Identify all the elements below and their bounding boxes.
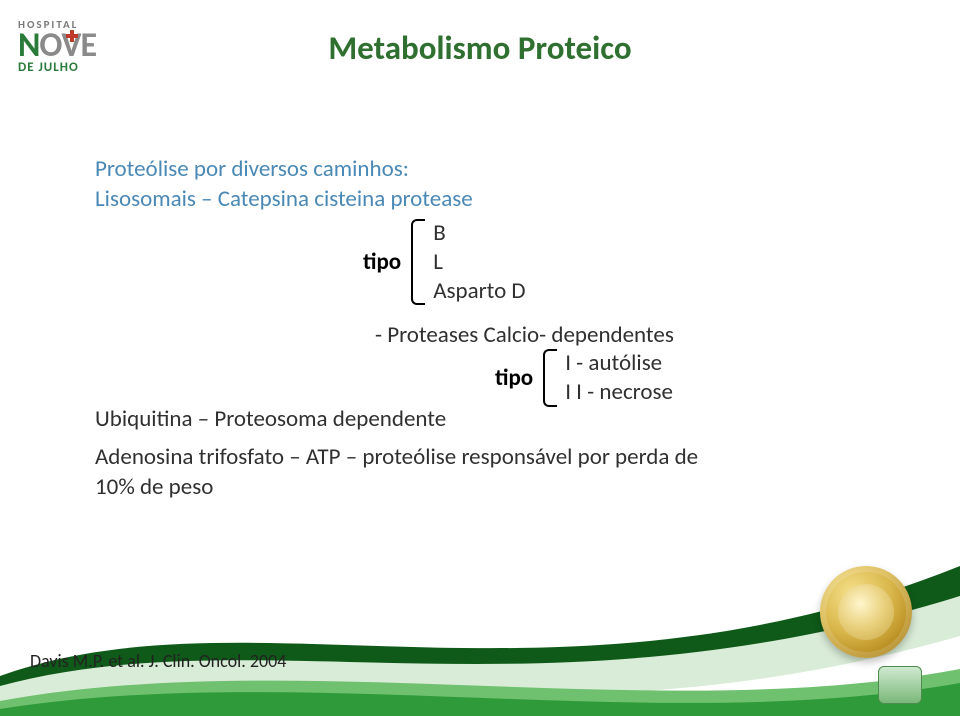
bracket-2-label: tipo — [495, 364, 533, 392]
lysosomal-text: Lisosomais – Catepsina cisteina protease — [95, 185, 473, 213]
proteases-line: - Proteases Calcio- dependentes — [375, 321, 875, 349]
bracket-1-items: BLAsparto D — [425, 219, 525, 305]
bracket-2-block: tipo I - autóliseI I - necrose Ubiquitin… — [95, 349, 875, 439]
green-badge-icon — [878, 666, 922, 704]
swoosh-dark — [0, 526, 960, 716]
lysosomal-line: Lisosomais – Catepsina cisteina protease — [95, 185, 875, 213]
proteolysis-heading: Proteólise por diversos caminhos: — [95, 155, 875, 183]
ubiquitin-line: Ubiquitina – Proteosoma dependente — [95, 405, 446, 433]
gold-seal-icon — [820, 566, 912, 658]
bracket-1-block: tipo BLAsparto D — [355, 219, 875, 305]
body: Proteólise por diversos caminhos: Lisoso… — [95, 155, 875, 503]
adenosine-line: Adenosina trifosfato – ATP – proteólise … — [95, 443, 735, 503]
slide-title: Metabolismo Proteico — [0, 28, 960, 68]
bracket-2-items: I - autóliseI I - necrose — [557, 349, 673, 407]
slide: HOSPITAL NOVE DE JULHO Metabolismo Prote… — [0, 0, 960, 716]
citation: Davis M.P. et al. J. Clin. Oncol. 2004 — [30, 650, 286, 672]
bracket-1-label: tipo — [363, 248, 401, 276]
bracket-2: I - autóliseI I - necrose — [543, 349, 673, 407]
swoosh-light — [0, 546, 960, 716]
bracket-1: BLAsparto D — [411, 219, 525, 305]
